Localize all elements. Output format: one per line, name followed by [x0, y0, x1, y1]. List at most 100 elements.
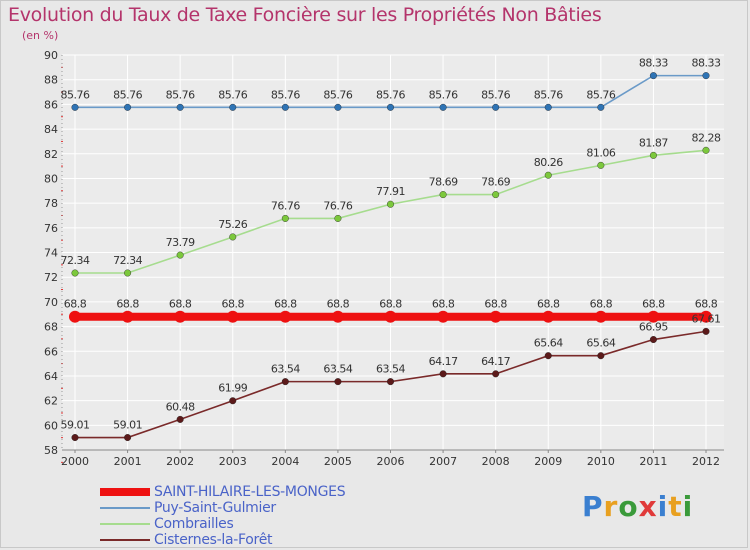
legend-swatch-green: [100, 523, 150, 525]
data-point: [334, 214, 342, 222]
data-point: [281, 103, 289, 111]
data-label: 85.76: [61, 88, 90, 101]
data-label: 68.8: [379, 298, 402, 311]
data-label: 65.64: [586, 337, 615, 350]
data-point: [542, 310, 555, 323]
y-tick-label: 68: [44, 321, 58, 334]
y-tick-label: 58: [44, 444, 58, 457]
data-label: 68.8: [432, 298, 455, 311]
data-label: 59.01: [113, 419, 142, 432]
data-label: 68.8: [64, 298, 87, 311]
y-tick-label: 74: [44, 247, 58, 260]
y-tick-label: 62: [44, 395, 58, 408]
legend-label: Combrailles: [154, 516, 234, 532]
data-point: [544, 171, 552, 179]
data-label: 81.06: [586, 146, 615, 159]
data-point: [174, 310, 187, 323]
data-label: 63.54: [376, 363, 405, 376]
x-tick-label: 2002: [166, 455, 194, 468]
data-label: 72.34: [61, 254, 90, 267]
logo-letter: r: [603, 490, 619, 523]
data-label: 81.87: [639, 136, 668, 149]
y-tick-label: 80: [44, 172, 58, 185]
y-tick-label: 64: [44, 370, 58, 383]
legend-label: Puy-Saint-Gulmier: [154, 500, 276, 516]
data-label: 85.76: [534, 88, 563, 101]
data-point: [597, 161, 605, 169]
logo-letter: P: [582, 490, 604, 523]
data-point: [700, 310, 712, 323]
data-point: [702, 72, 710, 80]
data-label: 77.91: [376, 185, 405, 198]
x-tick-label: 2011: [639, 455, 667, 468]
x-tick-label: 2000: [61, 455, 89, 468]
data-point: [226, 310, 239, 323]
x-axis: 2000 2001 2002 2003 2004 2005 2006 2007 2008 2009…: [61, 449, 724, 468]
y-tick-label: 72: [44, 271, 58, 284]
data-point: [331, 310, 344, 323]
y-axis: 58 60 62 64 66 68 70 72 74 76 78 80 82 84 86 88 90: [44, 49, 63, 463]
data-label: 88.33: [639, 57, 668, 70]
data-point: [702, 146, 710, 154]
data-point: [71, 434, 79, 442]
data-point: [387, 103, 395, 111]
data-point: [279, 310, 292, 323]
data-point: [281, 214, 289, 222]
legend-swatch-blue: [100, 507, 150, 509]
data-label: 68.8: [116, 298, 139, 311]
data-point: [492, 370, 500, 378]
data-label: 85.76: [218, 88, 247, 101]
data-point: [649, 151, 657, 159]
data-label: 68.8: [222, 298, 245, 311]
data-label: 68.8: [169, 298, 192, 311]
data-label: 85.76: [429, 88, 458, 101]
data-label: 68.8: [537, 298, 560, 311]
y-tick-label: 70: [44, 296, 58, 309]
chart-unit-label: (en %): [22, 29, 59, 42]
y-tick-label: 82: [44, 148, 58, 161]
logo-letter: o: [618, 490, 639, 523]
data-label: 75.26: [218, 218, 247, 231]
y-tick-label: 76: [44, 222, 58, 235]
data-point: [439, 370, 447, 378]
data-point: [176, 251, 184, 259]
data-point: [384, 310, 397, 323]
x-tick-label: 2004: [271, 455, 299, 468]
chart-title: Evolution du Taux de Taxe Foncière sur l…: [8, 4, 602, 26]
data-point: [647, 310, 660, 323]
data-point: [439, 103, 447, 111]
data-label: 68.8: [695, 298, 718, 311]
data-point: [334, 103, 342, 111]
data-label: 63.54: [271, 363, 300, 376]
logo-letter: t: [668, 490, 683, 523]
x-tick-label: 2003: [219, 455, 247, 468]
data-point: [229, 397, 237, 405]
data-point: [124, 103, 132, 111]
data-point: [489, 310, 502, 323]
x-tick-label: 2006: [377, 455, 405, 468]
data-point: [597, 103, 605, 111]
data-point: [492, 191, 500, 199]
legend-swatch-red: [100, 488, 150, 496]
legend-label: Cisternes-la-Forêt: [154, 532, 273, 548]
data-label: 68.8: [274, 298, 297, 311]
data-label: 76.76: [271, 199, 300, 212]
data-point: [594, 310, 607, 323]
data-label: 59.01: [61, 419, 90, 432]
logo-letter: i: [682, 490, 694, 523]
x-tick-label: 2005: [324, 455, 352, 468]
data-label: 85.76: [113, 88, 142, 101]
data-label: 88.33: [692, 57, 721, 70]
data-label: 85.76: [271, 88, 300, 101]
data-label: 68.8: [327, 298, 350, 311]
data-label: 85.76: [586, 88, 615, 101]
legend-label: SAINT-HILAIRE-LES-MONGES: [154, 484, 346, 500]
data-point: [121, 310, 134, 323]
y-tick-label: 88: [44, 74, 58, 87]
data-label: 72.34: [113, 254, 142, 267]
data-point: [387, 200, 395, 208]
data-label: 66.95: [639, 321, 668, 334]
data-label: 64.17: [481, 355, 510, 368]
